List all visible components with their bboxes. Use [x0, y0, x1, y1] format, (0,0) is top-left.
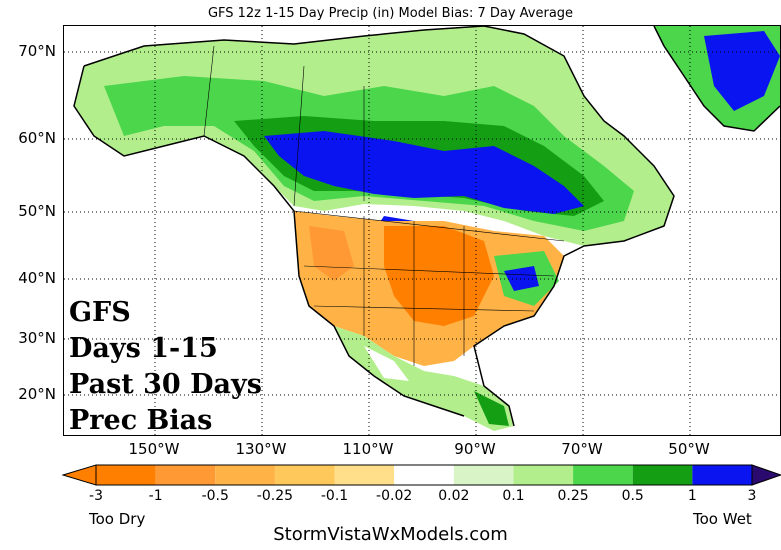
colorbar-cell	[513, 465, 574, 485]
colorbar-cell	[632, 465, 693, 485]
colorbar-cell	[215, 465, 275, 485]
too-dry-label: Too Dry	[89, 510, 146, 528]
lat-label-30: 30°N	[18, 329, 56, 347]
lon-label-130w: 130°W	[235, 440, 287, 458]
colorbar-tick-label: -0.25	[256, 488, 294, 504]
lon-label-50w: 50°W	[668, 440, 710, 458]
colorbar-tick-label: -0.02	[376, 488, 413, 504]
colorbar-tick-label: -1	[148, 488, 163, 504]
lon-label-70w: 70°W	[561, 440, 603, 458]
lat-label-50: 50°N	[18, 202, 56, 220]
too-wet-label: Too Wet	[693, 510, 752, 528]
overlay-line-type: Prec Bias	[69, 405, 213, 436]
colorbar-cell	[453, 465, 514, 485]
lon-label-150w: 150°W	[128, 440, 180, 458]
colorbar	[62, 464, 781, 486]
mexico-region	[334, 326, 514, 431]
model-overlay-text: GFS Days 1-15 Past 30 Days Prec Bias	[69, 295, 262, 439]
borders	[203, 45, 565, 366]
colorbar-tick-label: 1	[687, 488, 697, 504]
lat-label-70: 70°N	[18, 42, 56, 60]
lat-label-20: 20°N	[18, 385, 56, 403]
colorbar-tick-label: 0.1	[502, 488, 525, 504]
map-panel	[63, 25, 781, 436]
central-america-wet	[474, 391, 509, 426]
dry-core	[384, 226, 494, 326]
colorbar-cell	[155, 465, 216, 485]
colorbar-tick-label: -0.5	[201, 488, 229, 504]
lat-label-40: 40°N	[18, 269, 56, 287]
overlay-line-period: Past 30 Days	[69, 369, 262, 400]
wet-band-canada	[264, 131, 584, 214]
mexico-neutral	[364, 346, 409, 381]
colorbar-under-arrow	[62, 464, 97, 486]
lat-label-60: 60°N	[18, 129, 56, 147]
colorbar-tick-label: 0.02	[438, 488, 470, 504]
colorbar-tick-label: 0.5	[621, 488, 644, 504]
overlay-line-model: GFS	[69, 297, 131, 328]
colorbar-cell	[334, 465, 395, 485]
colorbar-tick-label: -0.1	[320, 488, 349, 504]
colorbar-cell	[573, 465, 633, 485]
map-title: GFS 12z 1-15 Day Precip (in) Model Bias:…	[207, 6, 574, 21]
colorbar-over-arrow	[751, 464, 781, 486]
colorbar-tick-label: -3	[89, 488, 103, 504]
wet-east-core	[504, 266, 539, 291]
colorbar-tick-label: 3	[747, 488, 757, 504]
graticule	[64, 26, 780, 435]
colorbar-cell	[274, 465, 335, 485]
greenland-wet	[704, 31, 780, 111]
colorbar-cell	[96, 465, 156, 485]
overlay-line-days: Days 1-15	[69, 333, 218, 364]
colorbar-tick-label: 0.25	[557, 488, 589, 504]
colorbar-cell	[692, 465, 752, 485]
colorbar-outline	[95, 464, 753, 486]
colorbar-cell	[394, 465, 454, 485]
footer-credit: StormVistaWxModels.com	[273, 524, 508, 545]
bias-map	[64, 26, 780, 435]
lon-label-110w: 110°W	[342, 440, 394, 458]
lon-label-90w: 90°W	[454, 440, 496, 458]
